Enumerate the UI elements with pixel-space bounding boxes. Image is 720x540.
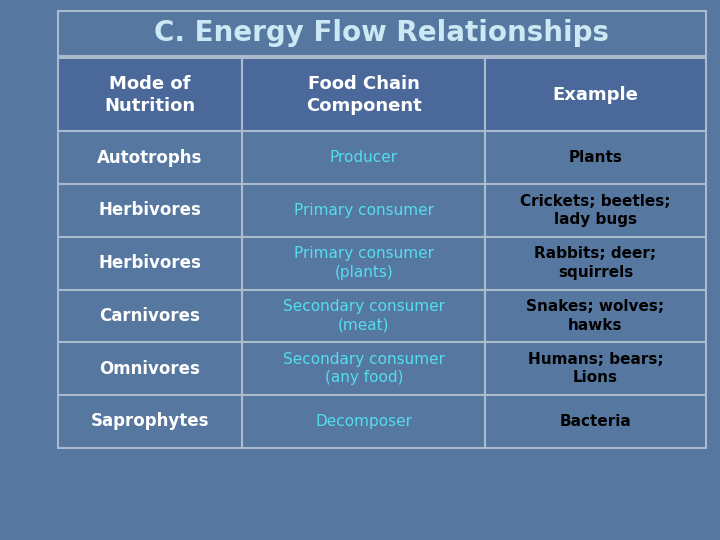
Bar <box>243 58 485 131</box>
Text: Humans; bears;
Lions: Humans; bears; Lions <box>528 352 663 386</box>
Text: Autotrophs: Autotrophs <box>97 148 202 167</box>
Text: Plants: Plants <box>569 150 622 165</box>
Bar <box>485 131 706 184</box>
Text: Decomposer: Decomposer <box>315 414 413 429</box>
Text: Primary consumer
(plants): Primary consumer (plants) <box>294 246 433 280</box>
Text: Food Chain
Component: Food Chain Component <box>306 75 422 115</box>
Text: Omnivores: Omnivores <box>99 360 200 377</box>
Text: Mode of
Nutrition: Mode of Nutrition <box>104 75 196 115</box>
Bar <box>243 289 485 342</box>
Text: Bacteria: Bacteria <box>559 414 631 429</box>
Text: Example: Example <box>552 86 639 104</box>
Bar <box>58 131 242 184</box>
Text: C. Energy Flow Relationships: C. Energy Flow Relationships <box>154 19 609 47</box>
Bar <box>243 342 485 395</box>
Text: Secondary consumer
(meat): Secondary consumer (meat) <box>283 299 445 333</box>
Bar <box>485 395 706 448</box>
Bar <box>485 342 706 395</box>
Bar <box>58 184 242 237</box>
Bar <box>243 395 485 448</box>
Bar <box>485 237 706 289</box>
Text: Carnivores: Carnivores <box>99 307 200 325</box>
Text: Secondary consumer
(any food): Secondary consumer (any food) <box>283 352 445 386</box>
Text: Snakes; wolves;
hawks: Snakes; wolves; hawks <box>526 299 665 333</box>
Bar <box>485 58 706 131</box>
Bar <box>58 289 242 342</box>
Bar <box>58 11 706 56</box>
Bar <box>58 342 242 395</box>
Bar <box>58 395 242 448</box>
Bar <box>485 184 706 237</box>
Text: Herbivores: Herbivores <box>99 201 202 219</box>
Bar <box>243 237 485 289</box>
Bar <box>485 289 706 342</box>
Text: Primary consumer: Primary consumer <box>294 203 433 218</box>
Bar <box>58 237 242 289</box>
Text: Producer: Producer <box>330 150 398 165</box>
Bar <box>243 184 485 237</box>
Text: Herbivores: Herbivores <box>99 254 202 272</box>
Bar <box>243 131 485 184</box>
Text: Crickets; beetles;
lady bugs: Crickets; beetles; lady bugs <box>520 194 671 227</box>
Text: Saprophytes: Saprophytes <box>91 413 210 430</box>
Bar <box>58 58 242 131</box>
Text: Rabbits; deer;
squirrels: Rabbits; deer; squirrels <box>534 246 657 280</box>
